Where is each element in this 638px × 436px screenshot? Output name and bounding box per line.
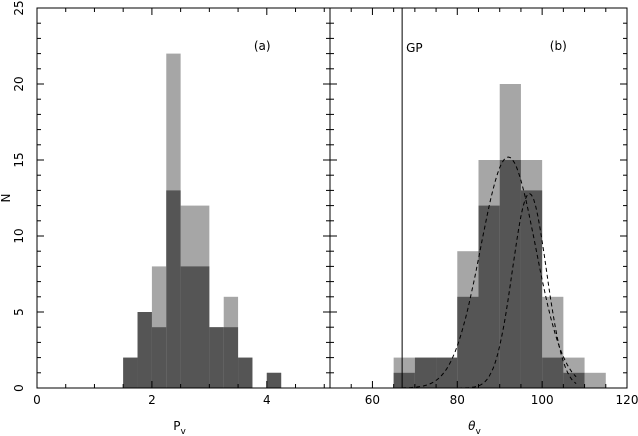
y-tick-label: 25 [12,0,26,15]
panel-a-bar-subset [209,327,224,388]
panel-a-x-axis-label-main: P [173,419,180,433]
panel-b-bar-subset [436,357,458,388]
panel-b-bar-subset [542,357,564,388]
panel-b-bar-subset [499,160,521,388]
panel-a: 0 2 4 0 5 10 15 20 25 (a) N Pv [0,0,331,436]
panel-b-bar-subset [478,205,500,388]
panel-b-bar-subset [457,296,479,388]
panel-a-bar-subset [194,266,210,388]
panel-b-label: (b) [550,39,567,53]
y-tick-label: 15 [12,152,26,167]
y-tick-label: 10 [12,228,26,243]
x-tick-label: 80 [450,393,465,407]
panel-b-x-axis-label-main: θ [468,419,476,433]
panel-a-bar-subset [180,266,195,388]
x-tick-label: 4 [263,393,271,407]
x-tick-label: 2 [148,393,156,407]
x-tick-label: 120 [616,393,638,407]
panel-a-bars-subset [123,190,282,388]
panel-b: GP 60 80 100 120 (b) θv [329,7,638,436]
x-tick-label: 60 [365,393,380,407]
panel-a-x-axis-label-subscript: v [180,427,186,436]
panel-b-bar-subset [414,357,437,388]
y-tick-label: 0 [12,384,26,392]
panel-a-bar-subset [151,327,167,388]
panel-a-label: (a) [254,39,271,53]
panel-a-bar-subset [266,372,282,388]
panel-a-bar-subset [123,357,138,388]
panel-b-bars-subset [393,160,585,388]
panel-b-bar-subset [563,372,585,388]
y-tick-label: 20 [12,76,26,91]
panel-b-x-axis-label: θv [468,419,481,436]
panel-b-ticks: 60 80 100 120 [329,7,638,407]
panel-b-x-axis-label-subscript: v [476,427,482,436]
panel-a-bar-subset [166,190,181,388]
panel-b-bar-subset [393,372,415,388]
galactic-plane-label: GP [406,41,423,55]
panel-a-bar-subset [137,312,152,388]
panel-b-bar-subset [520,190,543,388]
panel-a-bar-subset [238,357,253,388]
panel-b-bar-total [584,372,606,388]
panel-a-x-axis-label: Pv [173,419,186,436]
y-tick-label: 5 [12,308,26,316]
x-tick-label: 100 [531,393,554,407]
y-axis-label: N [0,194,13,203]
panel-a-ticks: 0 2 4 0 5 10 15 20 25 [12,0,330,407]
x-tick-label: 0 [33,393,41,407]
panel-a-bar-subset [223,327,239,388]
gaussian-curve-1 [402,156,577,389]
